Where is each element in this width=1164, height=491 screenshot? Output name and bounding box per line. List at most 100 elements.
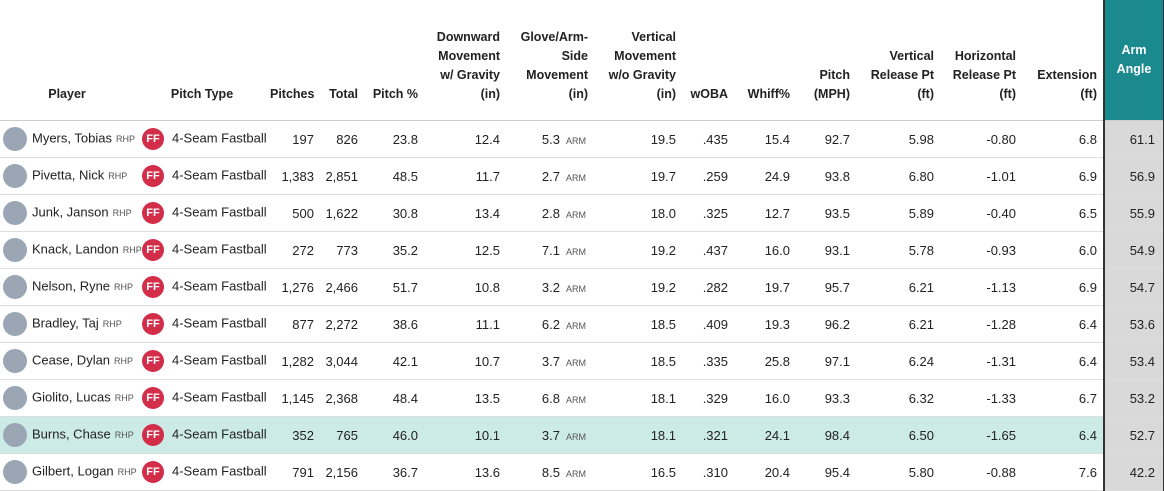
value-cell: -0.93 [940, 231, 1022, 269]
throws: RHP [114, 356, 134, 367]
player-cell: Bradley, Taj RHP [0, 305, 140, 343]
value-cell: 15.4 [734, 120, 796, 158]
value-cell: 6.4 [1022, 305, 1104, 343]
value-cell: 96.2 [796, 305, 856, 343]
player-row[interactable]: Bradley, Taj RHP FF 4-Seam Fastball 877 2,272… [0, 305, 1164, 343]
throws: RHP [112, 208, 132, 219]
pitch-name: 4-Seam Fastball [172, 241, 267, 257]
avatar [3, 423, 27, 447]
player-row[interactable]: Junk, Janson RHP FF 4-Seam Fastball 500 1,622… [0, 194, 1164, 232]
pitch-type-cell: FF 4-Seam Fastball [140, 305, 270, 343]
column-header[interactable]: Whiff% [734, 0, 796, 121]
column-header[interactable]: Pitches [270, 0, 320, 121]
movement-side: ARM [566, 468, 586, 479]
column-header[interactable]: Downward Movement w/ Gravity (in) [424, 0, 506, 121]
column-header[interactable]: Pitch (MPH) [796, 0, 856, 121]
value-cell: 6.7 [1022, 379, 1104, 417]
player-row[interactable]: Myers, Tobias RHP FF 4-Seam Fastball 197 826 2… [0, 120, 1164, 158]
column-header[interactable]: wOBA [682, 0, 734, 121]
movement-value: 3.7 [541, 353, 560, 369]
value-cell: 18.1 [594, 416, 682, 454]
value-cell: 13.6 [424, 453, 506, 491]
value-cell: 16.5 [594, 453, 682, 491]
player-name: Giolito, Lucas [32, 389, 111, 405]
movement-value: 2.8 [541, 205, 560, 221]
value-cell: 25.8 [734, 342, 796, 380]
value-cell: -1.65 [940, 416, 1022, 454]
movement-value: 6.2 [541, 316, 560, 332]
arm-angle-cell: 53.4 [1103, 342, 1164, 380]
player-cell: Nelson, Ryne RHP [0, 268, 140, 306]
value-cell: .282 [682, 268, 734, 306]
value-cell: 2,466 [320, 268, 364, 306]
value-cell: 6.4 [1022, 342, 1104, 380]
movement-side: ARM [566, 283, 586, 294]
player-row[interactable]: Burns, Chase RHP FF 4-Seam Fastball 352 765 46… [0, 416, 1164, 454]
movement-value: 3.2 [541, 279, 560, 295]
pitch-badge: FF [142, 239, 164, 261]
movement-side: ARM [566, 246, 586, 257]
pitch-name: 4-Seam Fastball [172, 463, 267, 479]
value-cell: 16.0 [734, 379, 796, 417]
value-cell: 6.32 [856, 379, 940, 417]
value-cell: 3.7 ARM [506, 416, 594, 454]
value-cell: 773 [320, 231, 364, 269]
arm-angle-cell: 55.9 [1103, 194, 1164, 232]
column-header[interactable]: Pitch Type [140, 0, 270, 121]
column-header[interactable]: Pitch % [364, 0, 424, 121]
player-name: Knack, Landon [32, 241, 119, 257]
column-header[interactable]: Vertical Release Pt (ft) [856, 0, 940, 121]
player-cell: Junk, Janson RHP [0, 194, 140, 232]
player-name: Myers, Tobias [32, 130, 112, 146]
pitch-name: 4-Seam Fastball [172, 204, 267, 220]
throws: RHP [115, 134, 135, 145]
column-header[interactable]: Total [320, 0, 364, 121]
value-cell: -1.28 [940, 305, 1022, 343]
player-row[interactable]: Knack, Landon RHP FF 4-Seam Fastball 272 773 3… [0, 231, 1164, 269]
column-header[interactable]: Glove/Arm- Side Movement (in) [506, 0, 594, 121]
player-cell: Giolito, Lucas RHP [0, 379, 140, 417]
value-cell: 23.8 [364, 120, 424, 158]
throws: RHP [108, 171, 128, 182]
column-header[interactable]: Extension (ft) [1022, 0, 1104, 121]
column-header[interactable]: Vertical Movement w/o Gravity (in) [594, 0, 682, 121]
movement-side: ARM [566, 209, 586, 220]
pitch-type-cell: FF 4-Seam Fastball [140, 453, 270, 491]
player-cell: Knack, Landon RHP [0, 231, 142, 269]
value-cell: 2,156 [320, 453, 364, 491]
value-cell: 19.3 [734, 305, 796, 343]
value-cell: 5.78 [856, 231, 940, 269]
value-cell: -1.33 [940, 379, 1022, 417]
pitch-name: 4-Seam Fastball [172, 278, 267, 294]
value-cell: 2,368 [320, 379, 364, 417]
player-row[interactable]: Giolito, Lucas RHP FF 4-Seam Fastball 1,145 2… [0, 379, 1164, 417]
value-cell: .310 [682, 453, 734, 491]
value-cell: 36.7 [364, 453, 424, 491]
player-row[interactable]: Pivetta, Nick RHP FF 4-Seam Fastball 1,383 2,… [0, 157, 1164, 195]
value-cell: 10.7 [424, 342, 506, 380]
value-cell: 12.5 [424, 231, 506, 269]
value-cell: 95.4 [796, 453, 856, 491]
player-row[interactable]: Gilbert, Logan RHP FF 4-Seam Fastball 791 2,1… [0, 453, 1164, 491]
value-cell: 877 [270, 305, 320, 343]
column-header[interactable]: Arm Angle [1103, 0, 1164, 121]
movement-side: ARM [566, 431, 586, 442]
value-cell: 20.4 [734, 453, 796, 491]
pitch-type-cell: FF 4-Seam Fastball [140, 194, 270, 232]
pitch-name: 4-Seam Fastball [172, 426, 267, 442]
column-header[interactable]: Horizontal Release Pt (ft) [940, 0, 1022, 121]
movement-side: ARM [566, 320, 586, 331]
value-cell: 272 [270, 231, 320, 269]
value-cell: .325 [682, 194, 734, 232]
pitch-badge: FF [142, 128, 164, 150]
value-cell: 24.9 [734, 157, 796, 195]
player-name: Bradley, Taj [32, 315, 99, 331]
player-row[interactable]: Cease, Dylan RHP FF 4-Seam Fastball 1,282 3,0… [0, 342, 1164, 380]
movement-value: 7.1 [541, 242, 560, 258]
arm-angle-cell: 42.2 [1103, 453, 1164, 491]
player-row[interactable]: Nelson, Ryne RHP FF 4-Seam Fastball 1,276 2,4… [0, 268, 1164, 306]
column-header[interactable]: Player [0, 0, 140, 121]
value-cell: 95.7 [796, 268, 856, 306]
value-cell: 6.2 ARM [506, 305, 594, 343]
value-cell: 1,282 [270, 342, 320, 380]
